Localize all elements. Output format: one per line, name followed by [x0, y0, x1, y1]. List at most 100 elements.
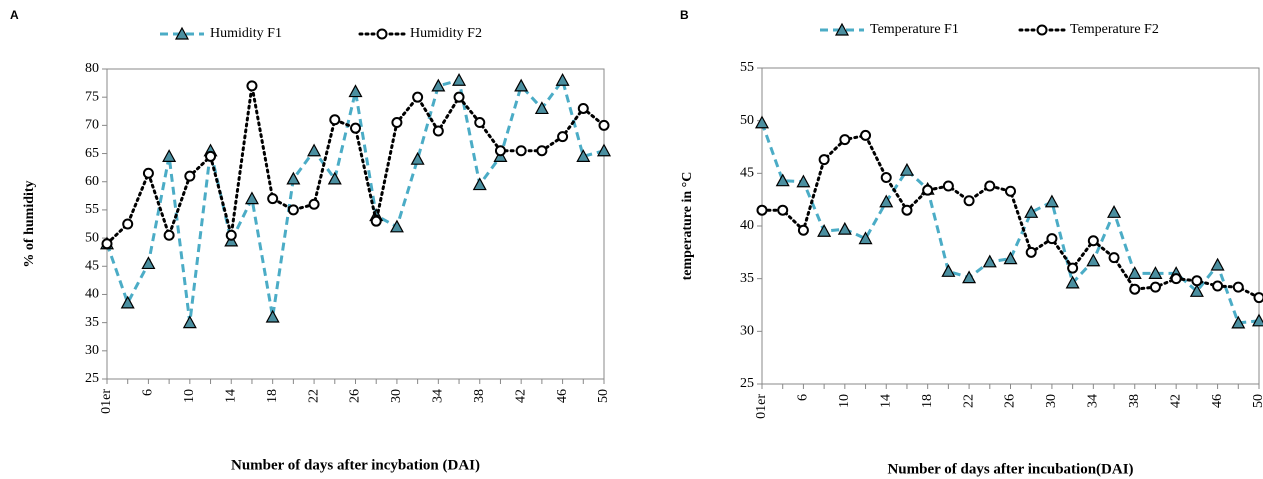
circle-marker	[329, 114, 341, 126]
x-tick-label: 18	[920, 394, 935, 408]
x-tick-label: 18	[265, 389, 280, 403]
x-tick-label: 26	[1003, 394, 1018, 408]
x-tick-label: 01er	[754, 394, 769, 419]
circle-marker	[412, 91, 424, 103]
triangle-marker	[555, 73, 570, 86]
triangle-marker	[1003, 251, 1018, 265]
circle-marker	[963, 195, 975, 207]
circle-marker	[1212, 280, 1224, 292]
legend-label: Temperature F2	[1070, 22, 1159, 37]
circle-marker	[1067, 262, 1079, 274]
triangle-marker	[1044, 194, 1059, 208]
x-tick-label: 30	[389, 389, 404, 403]
x-tick-label: 22	[306, 389, 321, 403]
series-line	[760, 122, 1260, 325]
circle-marker	[287, 204, 299, 216]
circle-marker	[922, 184, 934, 196]
circle-marker	[142, 167, 154, 179]
triangle-marker	[962, 270, 977, 284]
y-tick-label: 70	[85, 118, 99, 133]
triangle-marker	[431, 78, 446, 92]
legend-label: Humidity F1	[210, 26, 282, 41]
circle-marker	[101, 238, 113, 250]
y-tick-label: 55	[85, 202, 99, 217]
triangle-marker	[941, 264, 956, 277]
circle-marker	[370, 215, 382, 227]
y-tick-label: 80	[85, 61, 99, 76]
circle-marker	[122, 218, 134, 230]
circle-marker	[797, 224, 809, 236]
triangle-marker	[162, 149, 177, 162]
x-tick-label: 10	[837, 394, 852, 408]
triangle-marker	[265, 309, 280, 323]
circle-marker	[1129, 283, 1141, 295]
y-tick-label: 25	[740, 376, 754, 391]
triangle-marker	[286, 171, 301, 185]
circle-marker	[1046, 233, 1058, 245]
triangle-marker	[348, 84, 363, 98]
y-axis-label: % of humidity	[22, 180, 37, 267]
circle-marker	[391, 117, 403, 129]
triangle-marker	[307, 143, 322, 157]
circle-marker	[1108, 252, 1120, 264]
circle-marker	[1087, 235, 1099, 247]
triangle-marker	[754, 115, 770, 129]
triangle-marker	[472, 177, 487, 191]
y-tick-label: 25	[85, 371, 99, 386]
circle-marker	[267, 193, 279, 205]
y-tick-label: 50	[740, 113, 754, 128]
circle-marker	[818, 154, 830, 166]
circle-marker	[1253, 292, 1263, 304]
x-axis-label: Number of days after incybation (DAI)	[231, 457, 480, 473]
y-tick-label: 60	[85, 174, 99, 189]
triangle-marker	[244, 191, 259, 205]
y-tick-label: 55	[740, 60, 754, 75]
y-tick-label: 75	[85, 89, 99, 104]
x-tick-label: 14	[878, 394, 893, 408]
circle-marker	[1005, 185, 1016, 197]
y-tick-label: 35	[740, 271, 754, 286]
triangle-marker	[775, 173, 790, 187]
circle-marker	[184, 170, 196, 182]
circle-marker	[880, 172, 892, 184]
triangle-marker	[1231, 315, 1246, 329]
x-tick-label: 30	[1044, 394, 1059, 408]
triangle-marker	[120, 295, 135, 309]
triangle-marker	[141, 256, 156, 270]
triangle-marker	[837, 221, 852, 235]
x-tick-label: 38	[472, 389, 487, 403]
x-tick-label: 01er	[99, 389, 114, 414]
legend-label: Humidity F2	[410, 26, 482, 41]
x-tick-label: 42	[1168, 394, 1183, 408]
x-tick-label: 50	[1251, 394, 1263, 408]
triangle-marker	[1065, 275, 1080, 289]
x-tick-label: 10	[182, 389, 197, 403]
triangle-marker	[879, 194, 894, 208]
circle-marker	[557, 131, 569, 143]
x-tick-label: 46	[555, 389, 570, 403]
triangle-marker	[1210, 257, 1225, 271]
legend-label: Temperature F1	[870, 22, 959, 37]
legend-marker	[1036, 24, 1048, 36]
y-tick-label: 30	[85, 343, 99, 358]
circle-marker	[308, 198, 320, 210]
triangle-marker	[1127, 266, 1142, 279]
triangle-marker	[817, 224, 832, 237]
circle-marker	[205, 150, 217, 162]
circle-marker	[536, 145, 548, 157]
y-tick-label: 40	[740, 218, 754, 233]
x-tick-label: 42	[513, 389, 528, 403]
panel-label: A	[10, 8, 19, 22]
circle-marker	[1025, 246, 1037, 258]
circle-marker	[246, 80, 258, 92]
y-axis-label: temperature in °C	[680, 172, 695, 281]
x-tick-label: 34	[431, 389, 446, 403]
triangle-marker	[1086, 253, 1101, 267]
y-tick-label: 30	[740, 324, 754, 339]
circle-marker	[163, 229, 175, 241]
circle-marker	[756, 204, 768, 216]
x-tick-label: 34	[1086, 394, 1101, 408]
triangle-marker	[858, 231, 873, 245]
circle-marker	[598, 119, 610, 131]
